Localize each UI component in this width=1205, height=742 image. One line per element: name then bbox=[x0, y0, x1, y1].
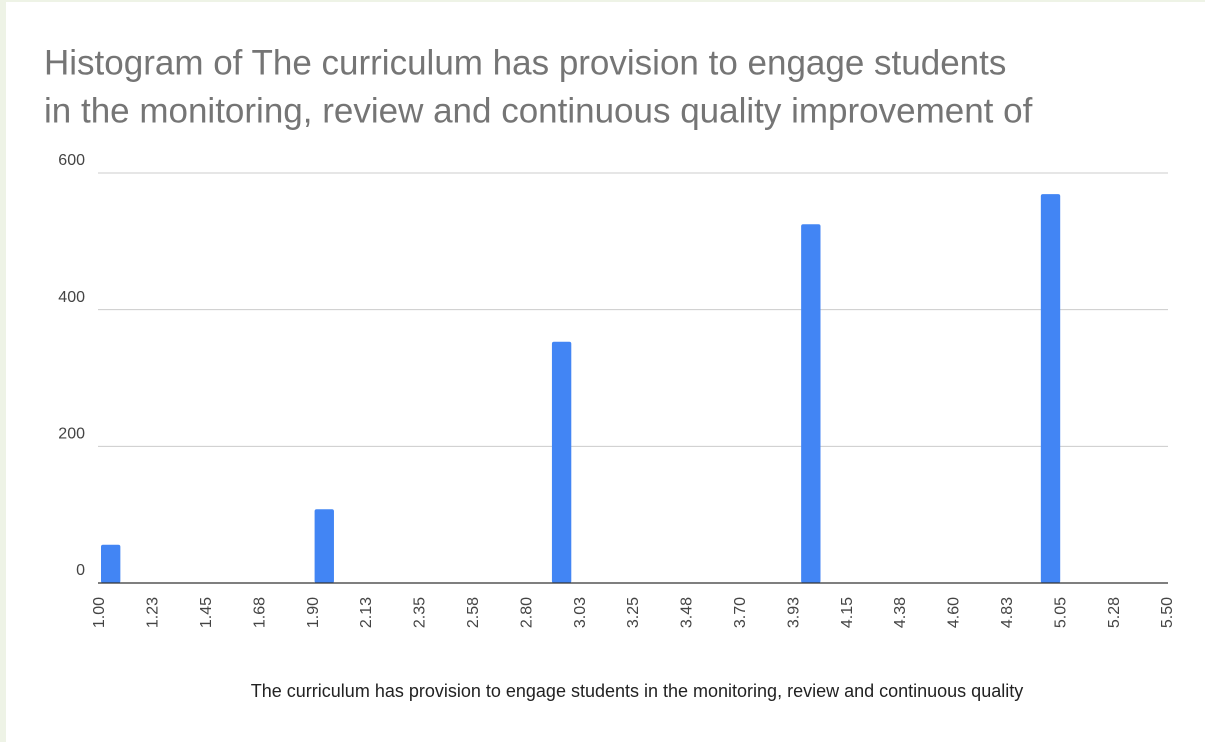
x-tick-label: 1.90 bbox=[305, 597, 322, 628]
x-tick-label: 5.50 bbox=[1159, 597, 1176, 628]
x-axis-title: The curriculum has provision to engage s… bbox=[251, 681, 1023, 701]
x-tick-label: 1.00 bbox=[91, 597, 108, 628]
x-tick-label: 2.13 bbox=[358, 597, 375, 628]
x-tick-label: 3.93 bbox=[785, 597, 802, 628]
y-tick-label: 600 bbox=[58, 152, 85, 169]
bar bbox=[801, 224, 821, 583]
bar bbox=[1040, 194, 1061, 583]
y-tick-label: 200 bbox=[58, 426, 85, 443]
bar bbox=[101, 544, 121, 583]
x-tick-label: 2.58 bbox=[465, 597, 482, 628]
x-tick-label: 5.05 bbox=[1052, 597, 1069, 628]
x-tick-label: 1.45 bbox=[198, 597, 215, 628]
x-tick-label: 4.60 bbox=[946, 597, 963, 628]
y-tick-label: 400 bbox=[58, 289, 85, 306]
bar bbox=[314, 509, 334, 583]
x-tick-label: 3.48 bbox=[679, 597, 696, 628]
chart-title: in the monitoring, review and continuous… bbox=[44, 91, 1033, 130]
x-tick-label: 4.38 bbox=[892, 597, 909, 628]
x-tick-label: 3.70 bbox=[732, 597, 749, 628]
x-tick-label: 2.80 bbox=[518, 597, 535, 628]
x-tick-label: 5.28 bbox=[1106, 597, 1123, 628]
x-tick-label: 1.23 bbox=[145, 597, 162, 628]
x-tick-label: 3.25 bbox=[625, 597, 642, 628]
x-tick-label: 4.83 bbox=[999, 597, 1016, 628]
y-tick-label: 0 bbox=[76, 562, 85, 579]
chart-title: Histogram of The curriculum has provisio… bbox=[44, 43, 1006, 82]
x-tick-label: 3.03 bbox=[572, 597, 589, 628]
x-tick-label: 4.15 bbox=[839, 597, 856, 628]
x-tick-label: 1.68 bbox=[251, 597, 268, 628]
x-tick-label: 2.35 bbox=[412, 597, 429, 628]
chart-background bbox=[6, 2, 1205, 742]
bar bbox=[551, 341, 572, 583]
